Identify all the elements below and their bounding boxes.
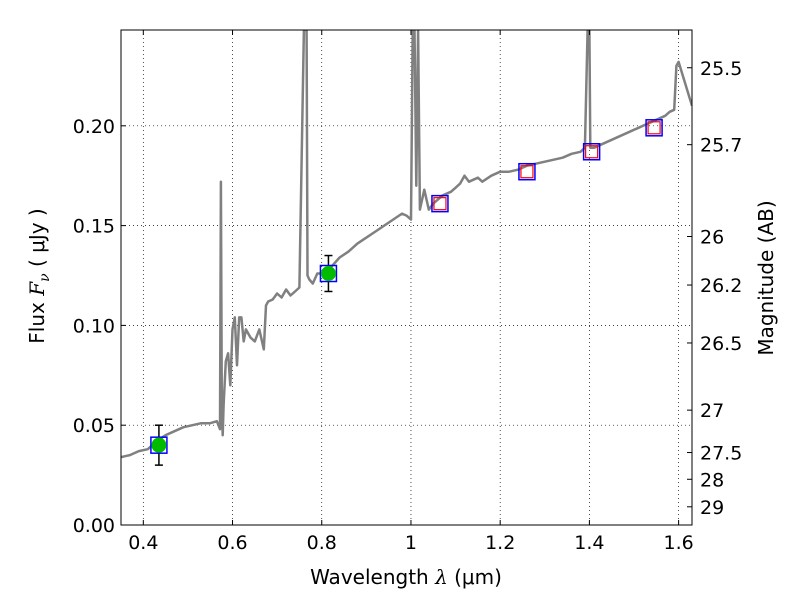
model-photometry-square bbox=[518, 162, 536, 181]
x-tick-label: 0.8 bbox=[307, 532, 337, 554]
y-tick-label: 0.15 bbox=[73, 216, 115, 238]
y2-tick-label: 27.5 bbox=[700, 443, 742, 465]
y2-tick-label: 28 bbox=[700, 469, 724, 491]
upper-limit-square bbox=[585, 145, 599, 159]
model-photometry-square bbox=[431, 194, 449, 213]
model-spectrum-line bbox=[121, 30, 692, 459]
y-axis-title-prefix: Flux bbox=[25, 296, 49, 344]
x-axis-title-prefix: Wavelength bbox=[310, 565, 435, 589]
detection-point bbox=[320, 266, 336, 282]
y2-axis-title: Magnitude (AB) bbox=[754, 200, 778, 355]
x-tick-label: 1.2 bbox=[485, 532, 515, 554]
x-axis-title: Wavelength λ (μm) bbox=[310, 565, 502, 589]
y2-tick-label: 27 bbox=[700, 400, 724, 422]
y-tick-label: 0.05 bbox=[73, 415, 115, 437]
y-axis-title: Flux Fν ( μJy ) bbox=[25, 208, 53, 343]
x-tick-label: 1.6 bbox=[664, 532, 694, 554]
y-axis-title-subscript: ν bbox=[37, 273, 53, 282]
upper-limit-square bbox=[433, 197, 447, 211]
y2-tick-label: 26 bbox=[700, 226, 724, 248]
upper-limit-square bbox=[647, 121, 661, 135]
y-axis-title-unit: ( μJy ) bbox=[25, 208, 49, 273]
y2-tick-label: 26.2 bbox=[700, 275, 742, 297]
detection-point bbox=[151, 437, 167, 453]
model-photometry-square bbox=[319, 264, 338, 283]
y-tick-label: 0.00 bbox=[73, 515, 115, 537]
x-tick-label: 0.4 bbox=[128, 532, 158, 554]
y2-tick-label: 26.5 bbox=[700, 333, 742, 355]
y2-tick-label: 25.5 bbox=[700, 58, 742, 80]
x-axis-title-symbol: λ bbox=[434, 565, 448, 589]
x-tick-label: 1 bbox=[405, 532, 417, 554]
model-photometry-square bbox=[645, 119, 663, 137]
y-tick-label: 0.10 bbox=[73, 315, 115, 337]
y-tick-label: 0.20 bbox=[73, 116, 115, 138]
plot-frame bbox=[120, 29, 693, 526]
x-tick-label: 0.6 bbox=[217, 532, 247, 554]
series-layer bbox=[121, 30, 692, 466]
grid-lines bbox=[121, 30, 692, 526]
y2-tick-label: 25.7 bbox=[700, 135, 742, 157]
tick-layer: 0.4 0.6 0.8 1 1.2 1.4 1.6 0.00 0.05 0.10 0.15 0.20 2… bbox=[73, 30, 742, 554]
y2-tick-label: 29 bbox=[700, 497, 724, 519]
x-axis-title-unit: (μm) bbox=[448, 565, 502, 589]
x-tick-label: 1.4 bbox=[574, 532, 604, 554]
model-photometry-square bbox=[150, 436, 168, 454]
upper-limit-square bbox=[520, 165, 534, 179]
model-photometry-square bbox=[582, 143, 601, 161]
y-axis-title-symbol: F bbox=[25, 281, 49, 297]
